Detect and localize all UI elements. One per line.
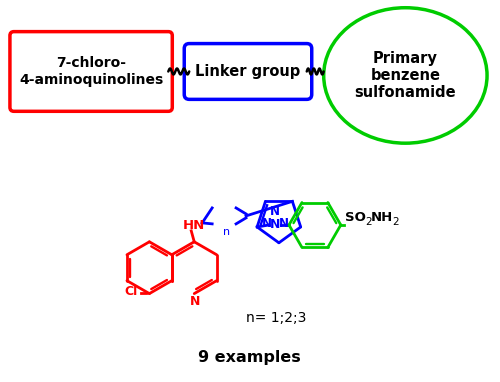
Text: Cl: Cl xyxy=(125,285,138,298)
Text: n: n xyxy=(222,227,230,237)
FancyBboxPatch shape xyxy=(184,44,312,99)
Text: Primary
benzene
sulfonamide: Primary benzene sulfonamide xyxy=(354,50,456,100)
Ellipse shape xyxy=(324,8,487,143)
Text: N: N xyxy=(262,217,272,230)
Text: Linker group: Linker group xyxy=(196,64,300,79)
Text: SO: SO xyxy=(345,211,366,224)
Text: NH: NH xyxy=(370,211,393,224)
Text: N: N xyxy=(270,219,280,231)
Text: N: N xyxy=(279,217,289,230)
Text: HN: HN xyxy=(183,219,206,232)
Text: 2: 2 xyxy=(366,217,372,227)
Text: N: N xyxy=(190,295,200,308)
Text: 9 examples: 9 examples xyxy=(198,350,300,365)
Text: N: N xyxy=(270,206,280,219)
Text: 2: 2 xyxy=(392,217,399,227)
Text: 7-chloro-
4-aminoquinolines: 7-chloro- 4-aminoquinolines xyxy=(19,57,163,87)
Text: n= 1;2;3: n= 1;2;3 xyxy=(246,311,306,324)
FancyBboxPatch shape xyxy=(10,32,172,111)
